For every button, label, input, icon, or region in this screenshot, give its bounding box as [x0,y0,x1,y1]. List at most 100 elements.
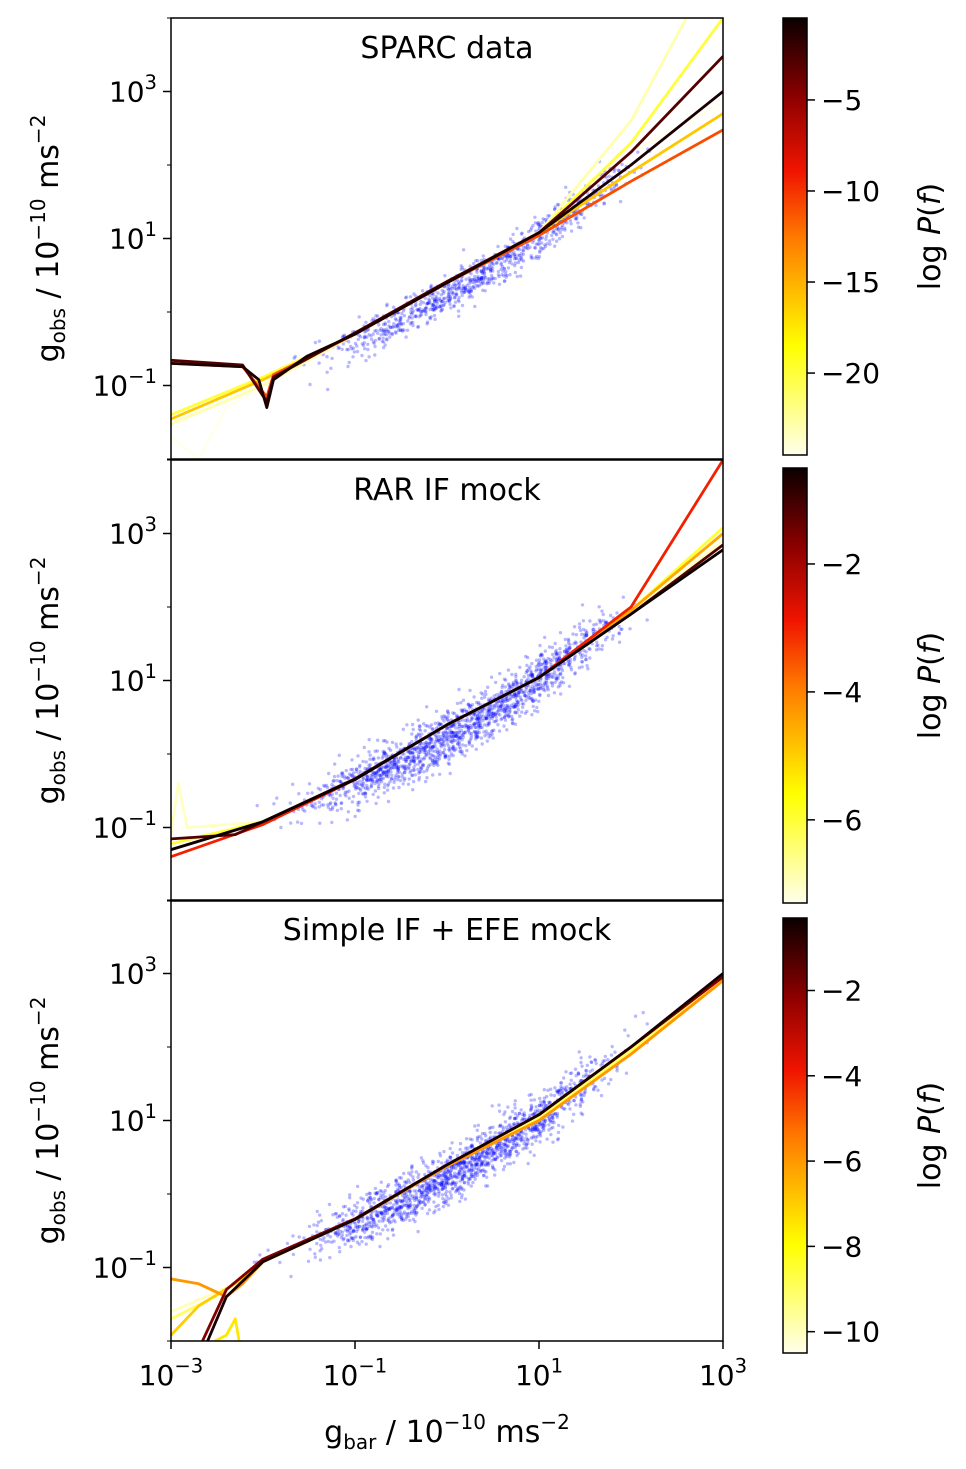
scatter-point [442,303,446,307]
scatter-point [365,335,369,339]
scatter-point [408,1180,412,1185]
scatter-point [584,1074,588,1079]
scatter-point [339,801,344,805]
scatter-point [579,1097,584,1102]
scatter-point [313,802,317,806]
scatter-point [382,332,386,336]
x-tick-label: 101 [515,1354,563,1392]
scatter-point [528,696,532,700]
scatter-point [425,769,429,773]
scatter-point [467,295,471,299]
scatter-point [403,756,407,760]
scatter-point [444,726,449,730]
scatter-point [541,688,546,692]
scatter-point [425,302,429,306]
scatter-point [538,682,543,686]
scatter-point [514,703,518,707]
scatter-point [438,749,442,753]
scatter-point [393,1208,397,1212]
scatter-point [392,763,396,767]
scatter-point [450,1181,455,1185]
scatter-point [506,1139,510,1144]
scatter-point [506,1137,511,1141]
scatter-point [488,1130,492,1135]
scatter-point [439,309,443,313]
scatter-point [431,749,435,753]
scatter-point [384,769,388,773]
scatter-point [566,641,571,645]
scatter-point [436,753,440,757]
scatter-point [442,736,446,741]
scatter-point [336,1228,340,1233]
scatter-point [567,646,571,650]
scatter-point [354,767,359,771]
scatter-point [381,336,385,340]
scatter-point [393,762,397,767]
scatter-point [470,1156,474,1160]
scatter-point [466,702,470,707]
scatter-point [537,254,542,259]
scatter-point [641,1010,645,1015]
scatter-point [588,1069,592,1074]
scatter-point [542,1100,546,1104]
scatter-point [463,287,468,291]
scatter-point [476,1160,480,1165]
scatter-point [422,1190,426,1194]
colorbar-tick-label: −10 [821,1316,880,1349]
scatter-point [399,1205,404,1210]
scatter-point [526,246,530,251]
scatter-point [339,780,343,784]
scatter-point [388,325,393,330]
scatter-point [445,726,449,731]
scatter-point [401,1199,405,1204]
scatter-point [465,717,469,721]
scatter-point [555,1111,560,1116]
scatter-point [515,681,519,685]
scatter-point [429,1188,433,1193]
scatter-point [396,775,400,779]
scatter-point [499,263,503,267]
scatter-point [433,298,437,302]
scatter-point [555,675,559,679]
scatter-point [356,800,360,805]
scatter-point [498,704,503,708]
scatter-point [425,766,430,770]
scatter-point [514,692,518,696]
scatter-point [408,748,413,753]
scatter-point [588,647,592,651]
scatter-point [383,332,387,337]
scatter-point [408,1218,412,1223]
scatter-point [361,777,365,781]
scatter-point [455,1172,460,1176]
scatter-point [446,738,450,742]
scatter-point [439,737,444,741]
scatter-point [484,1138,488,1143]
scatter-point [505,713,509,717]
scatter-point [374,314,378,318]
scatter-point [512,704,516,709]
scatter-point [317,361,321,365]
scatter-point [513,1102,517,1107]
scatter-point [515,694,519,698]
scatter-point [603,1054,607,1059]
scatter-point [378,1195,383,1200]
scatter-point [409,320,413,325]
scatter-point [551,675,555,679]
scatter-point [486,710,491,714]
scatter-point [427,1208,432,1212]
scatter-point [401,782,405,786]
scatter-point [398,1198,402,1203]
scatter-point [463,1197,468,1201]
scatter-point [451,290,455,294]
scatter-point [424,1193,428,1197]
scatter-point [421,748,426,752]
scatter-point [386,1237,390,1241]
scatter-point [539,241,544,245]
scatter-point [594,648,599,652]
scatter-point [386,329,390,334]
scatter-point [542,1128,546,1133]
scatter-point [579,1056,583,1060]
scatter-point [488,269,493,274]
scatter-point [573,654,577,658]
scatter-point [446,286,450,291]
